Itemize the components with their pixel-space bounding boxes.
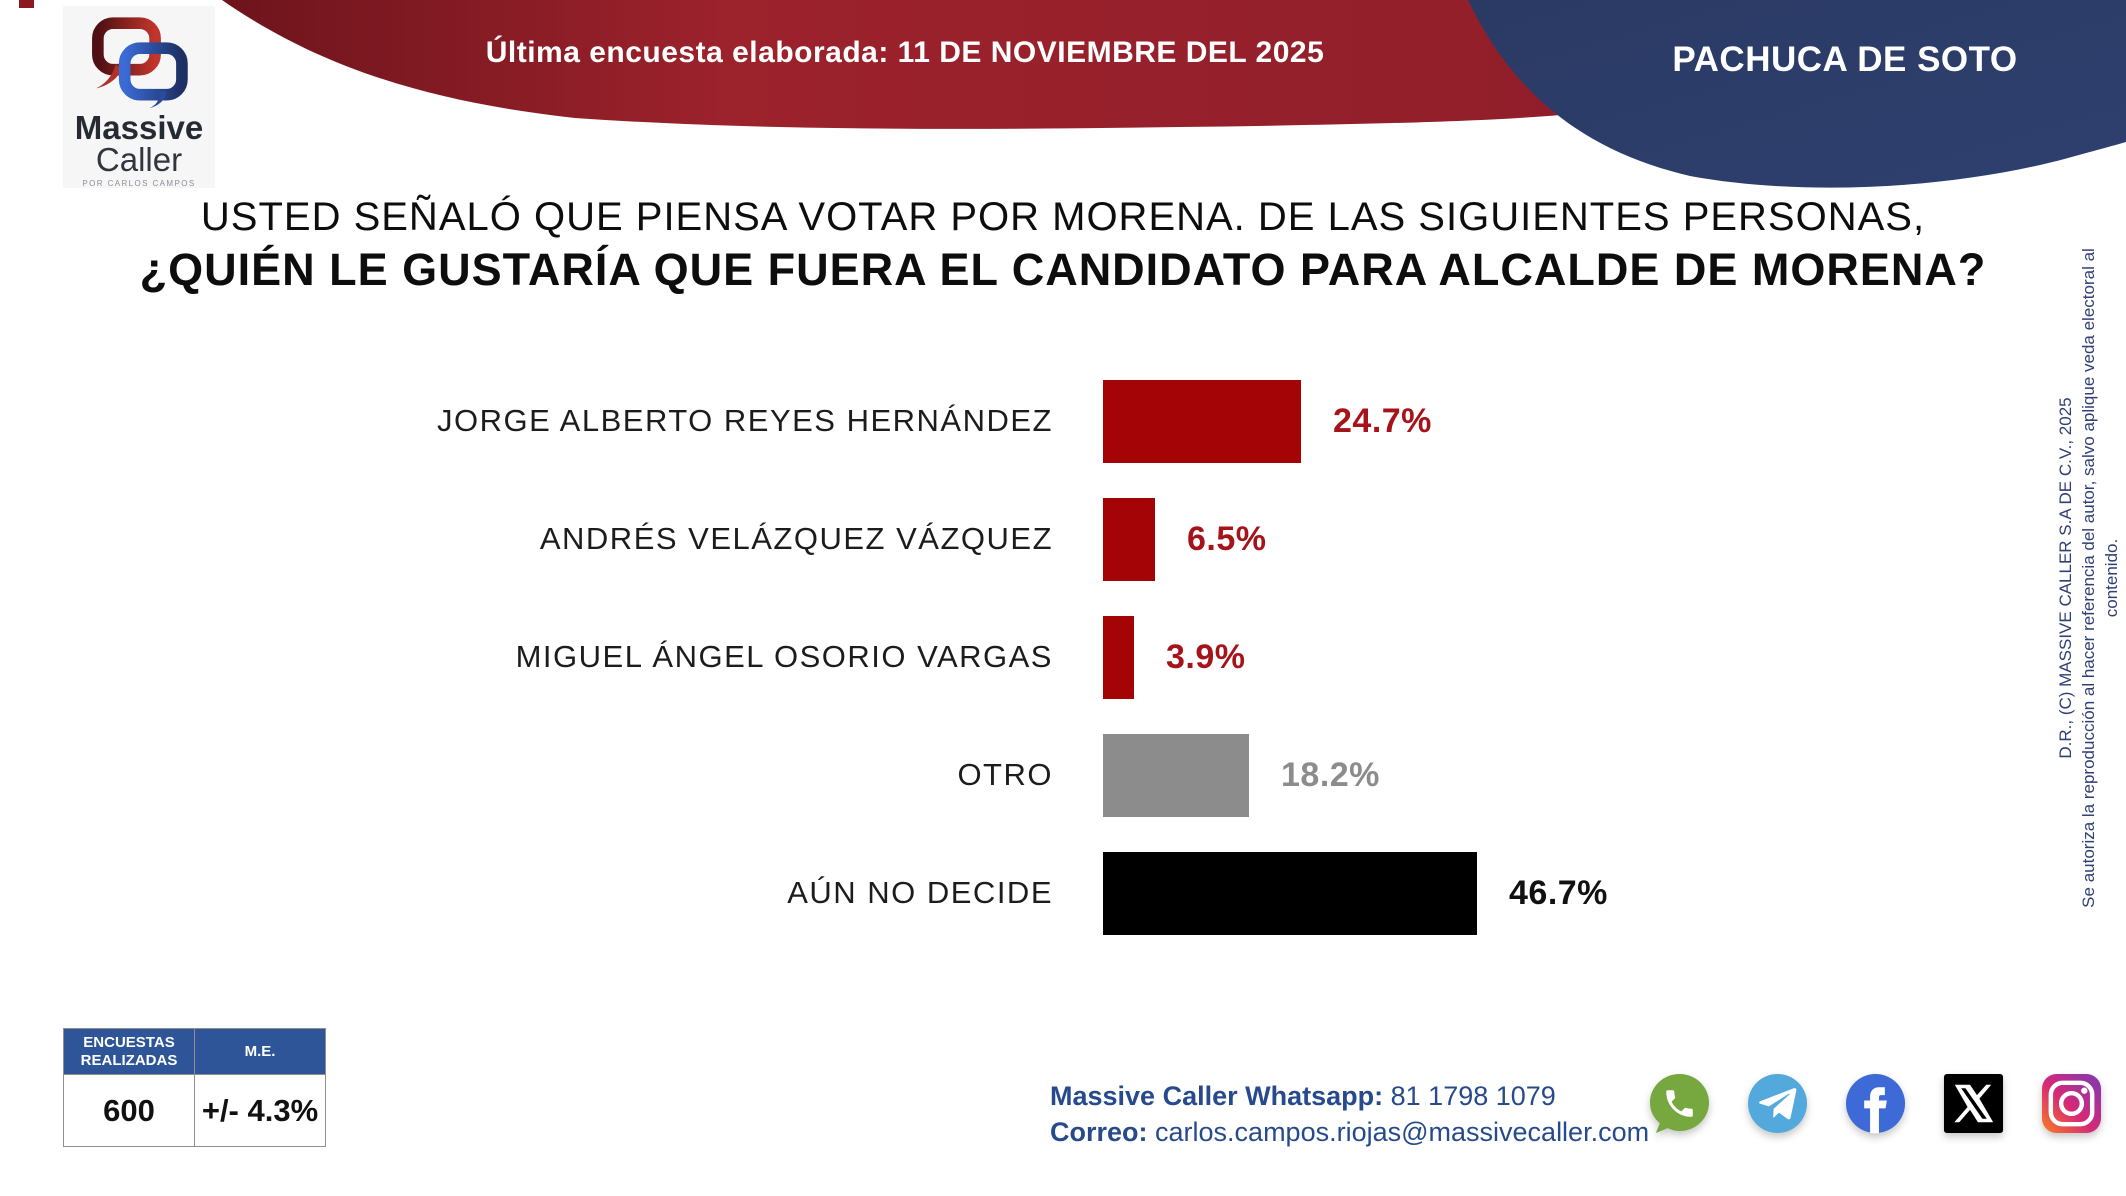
contact-whatsapp-line: Massive Caller Whatsapp: 81 1798 1079 [1050, 1078, 1649, 1114]
stats-header-me: M.E. [194, 1028, 326, 1075]
result-value-label: 6.5% [1187, 519, 1267, 558]
question-title: USTED SEÑALÓ QUE PIENSA VOTAR POR MORENA… [0, 194, 2126, 296]
email-address: carlos.campos.riojas@massivecaller.com [1155, 1117, 1650, 1147]
candidate-label: JORGE ALBERTO REYES HERNÁNDEZ [436, 403, 1053, 438]
blue-banner-shape [1468, 0, 2126, 188]
corner-accent [19, 0, 34, 8]
sample-stats-table: ENCUESTAS REALIZADAS M.E. 600 +/- 4.3% [63, 1028, 326, 1147]
result-value-label: 24.7% [1333, 401, 1432, 440]
chart-row: ANDRÉS VELÁZQUEZ VÁZQUEZ 6.5% [0, 480, 2126, 598]
whatsapp-label: Massive Caller Whatsapp: [1050, 1081, 1384, 1111]
header-banner-shapes [222, 0, 2126, 188]
whatsapp-number: 81 1798 1079 [1390, 1081, 1556, 1111]
telegram-icon[interactable] [1746, 1072, 1809, 1135]
social-icons [1648, 1072, 2103, 1135]
red-banner-shape [222, 0, 1652, 129]
facebook-icon[interactable] [1844, 1072, 1907, 1135]
question-line-2: ¿QUIÉN LE GUSTARÍA QUE FUERA EL CANDIDAT… [139, 244, 1987, 295]
stats-value-encuestas: 600 [63, 1074, 195, 1147]
copyright-sidebar: D.R., (C) MASSIVE CALLER S.A DE C.V., 20… [2054, 118, 2126, 1038]
survey-date: Última encuesta elaborada: 11 DE NOVIEMB… [485, 36, 1325, 69]
region-title: PACHUCA DE SOTO [1672, 40, 2018, 79]
copyright-line-1: D.R., (C) MASSIVE CALLER S.A DE C.V., 20… [2056, 397, 2075, 759]
stats-header-encuestas: ENCUESTAS REALIZADAS [63, 1028, 195, 1075]
result-bar [1103, 379, 1301, 463]
contact-email-line: Correo: carlos.campos.riojas@massivecall… [1050, 1114, 1649, 1150]
instagram-icon[interactable] [2040, 1072, 2103, 1135]
candidate-bar-chart: JORGE ALBERTO REYES HERNÁNDEZ 24.7% ANDR… [0, 362, 2126, 952]
result-bar [1103, 497, 1155, 581]
copyright-text: D.R., (C) MASSIVE CALLER S.A DE C.V., 20… [2054, 118, 2126, 1038]
candidate-label: AÚN NO DECIDE [787, 875, 1053, 910]
result-value-label: 46.7% [1509, 873, 1608, 912]
chart-row: MIGUEL ÁNGEL OSORIO VARGAS 3.9% [0, 598, 2126, 716]
whatsapp-icon[interactable] [1648, 1072, 1711, 1135]
candidate-label: ANDRÉS VELÁZQUEZ VÁZQUEZ [539, 521, 1053, 556]
email-label: Correo: [1050, 1117, 1148, 1147]
stats-value-me: +/- 4.3% [194, 1074, 326, 1147]
chart-row: OTRO 18.2% [0, 716, 2126, 834]
chart-row: JORGE ALBERTO REYES HERNÁNDEZ 24.7% [0, 362, 2126, 480]
logo-text-caller: Caller [95, 141, 183, 178]
result-value-label: 18.2% [1281, 755, 1380, 794]
chart-row: AÚN NO DECIDE 46.7% [0, 834, 2126, 952]
massive-caller-logo: Massive Caller POR CARLOS CAMPOS [63, 6, 215, 188]
result-bar [1103, 733, 1249, 817]
logo-glyph-icon [92, 17, 188, 109]
result-value-label: 3.9% [1166, 637, 1246, 676]
logo-subtitle: POR CARLOS CAMPOS [82, 179, 196, 188]
result-bar [1103, 615, 1134, 699]
contact-info: Massive Caller Whatsapp: 81 1798 1079 Co… [1050, 1078, 1649, 1150]
x-twitter-icon[interactable] [1942, 1072, 2005, 1135]
logo-text-massive: Massive [74, 109, 204, 146]
copyright-line-3: contenido. [2102, 538, 2121, 618]
question-line-1: USTED SEÑALÓ QUE PIENSA VOTAR POR MORENA… [200, 195, 1926, 239]
result-bar [1103, 851, 1477, 935]
candidate-label: OTRO [957, 757, 1053, 792]
copyright-line-2: Se autoriza la reproducción al hacer ref… [2079, 248, 2098, 908]
candidate-label: MIGUEL ÁNGEL OSORIO VARGAS [515, 639, 1053, 674]
